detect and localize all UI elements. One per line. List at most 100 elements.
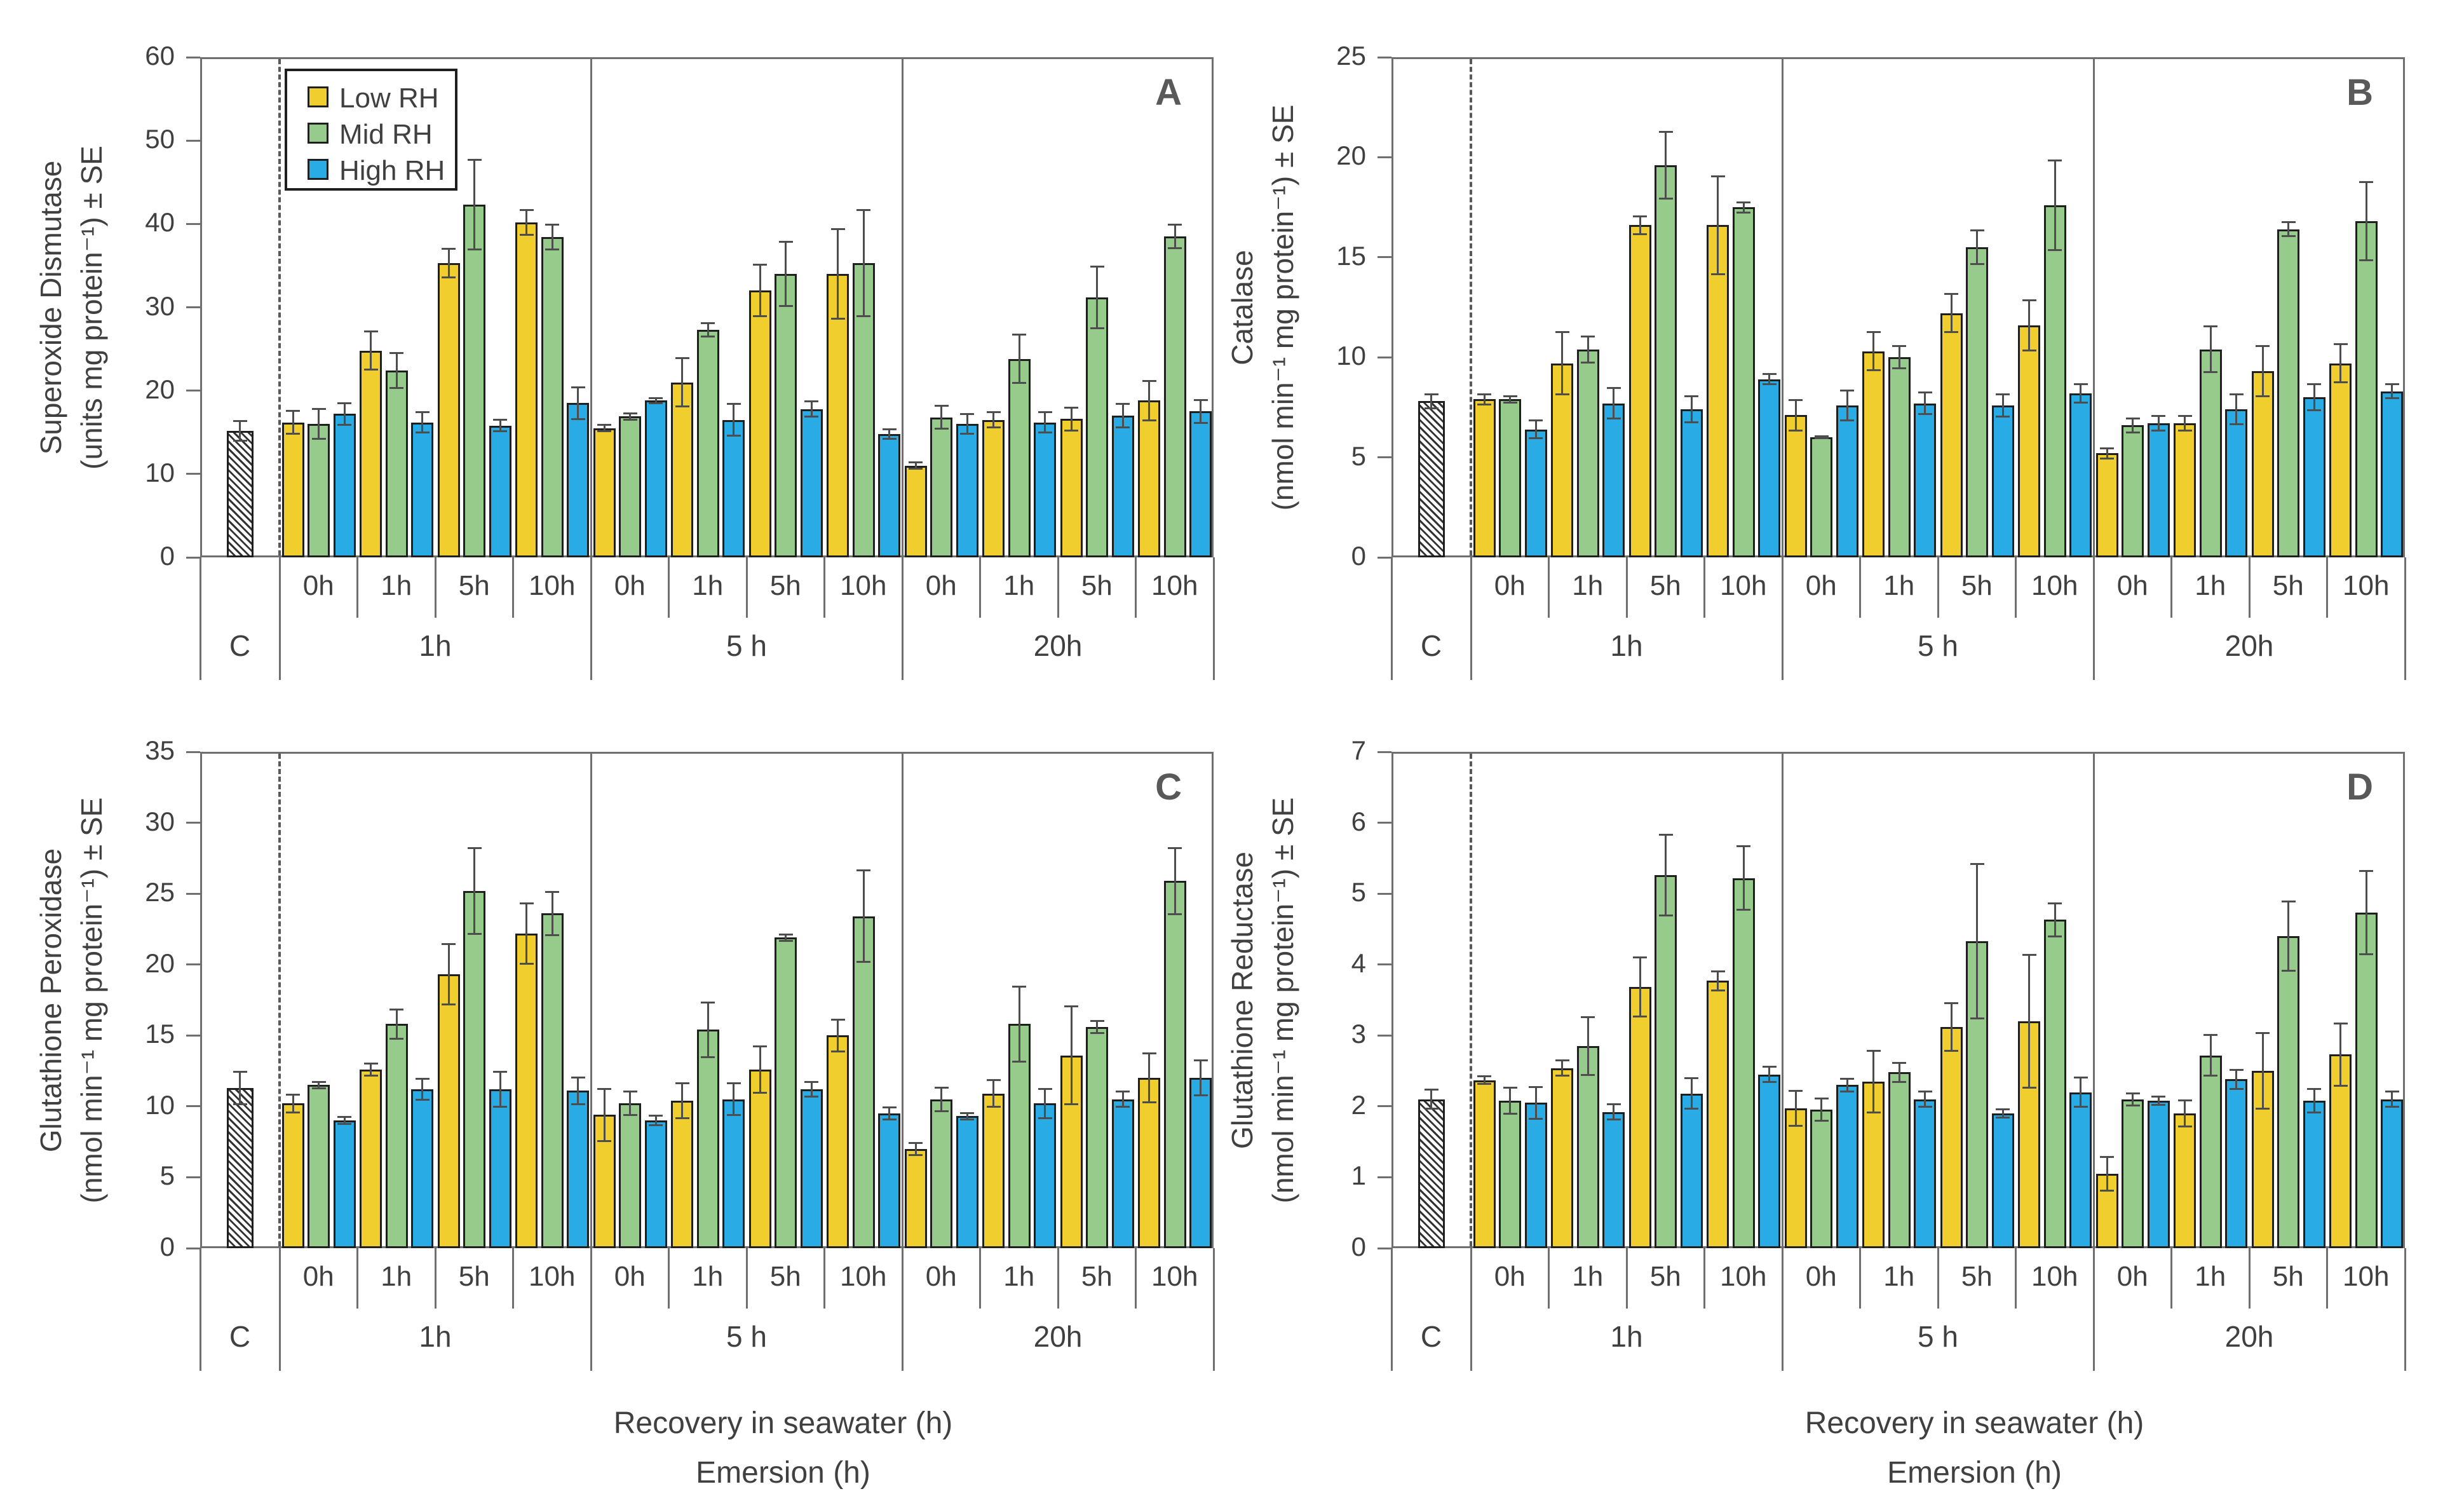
bar-mid-rh: [619, 1103, 641, 1248]
error-bar: [1996, 1108, 2010, 1119]
error-bar: [1090, 265, 1104, 329]
y-axis-title: Superoxide Dismutase (units mg protein⁻¹)…: [30, 0, 119, 625]
bar-mid-rh: [1732, 878, 1755, 1248]
error-bar: [1193, 1059, 1208, 1097]
error-bar: [1090, 1019, 1104, 1035]
recovery-label: 0h: [925, 1261, 957, 1292]
error-bar-line: [1742, 201, 1745, 214]
bar-high-rh: [1836, 405, 1858, 557]
error-bar: [415, 411, 430, 433]
error-bar-line: [1096, 1019, 1098, 1035]
y-axis-tick: [186, 56, 200, 58]
bar-high-rh: [2225, 1079, 2247, 1248]
axis-zone-separator: [901, 1248, 904, 1371]
y-tick-label: 3: [1351, 1019, 1366, 1049]
error-bar: [2203, 1034, 2217, 1077]
error-bar-line: [2132, 1092, 2134, 1106]
error-bar: [1424, 393, 1438, 410]
bar-high-rh: [2225, 409, 2247, 557]
recovery-label: 0h: [302, 1261, 334, 1292]
bar-mid-rh: [541, 237, 564, 557]
error-bar-line: [1121, 1091, 1124, 1108]
bar-high-rh: [878, 1113, 900, 1248]
error-bar-line: [2313, 1087, 2315, 1113]
recovery-label: 5h: [2272, 570, 2304, 601]
error-bar: [856, 208, 870, 318]
error-bar: [1038, 1087, 1052, 1119]
error-bar-line: [370, 1062, 372, 1077]
bar-mid-rh: [696, 329, 719, 557]
recovery-label-tick: [823, 1248, 825, 1309]
error-bar-line: [525, 902, 527, 965]
bar-mid-rh: [308, 424, 330, 557]
recovery-label: 5h: [458, 1261, 490, 1292]
y-tick-label: 2: [1351, 1089, 1366, 1120]
bar-low-rh: [1138, 400, 1160, 557]
recovery-label: 0h: [2116, 1261, 2148, 1292]
bar-high-rh: [722, 1099, 745, 1248]
error-bar-line: [759, 264, 761, 318]
bar-high-rh: [333, 414, 356, 557]
group-separator-line: [901, 752, 904, 1248]
group-separator-line: [1781, 752, 1784, 1248]
emersion-label: 5 h: [726, 1320, 767, 1353]
y-axis-tick: [1378, 1105, 1391, 1108]
bar-low-rh: [1473, 1080, 1496, 1248]
bar-high-rh: [1680, 1093, 1703, 1248]
error-bar: [493, 419, 507, 433]
error-bar: [467, 847, 482, 935]
bar-high-rh: [644, 400, 667, 557]
recovery-label-tick: [1135, 1248, 1137, 1309]
error-bar: [2125, 1092, 2140, 1106]
error-bar-line: [837, 228, 839, 320]
error-bar-line: [1872, 1049, 1874, 1113]
recovery-label: 0h: [1805, 570, 1837, 601]
axis-zone-separator: [1212, 557, 1215, 680]
error-bar: [1970, 229, 1984, 266]
error-bar-line: [1200, 1059, 1202, 1097]
error-bar: [1116, 403, 1130, 428]
recovery-label: 0h: [1494, 570, 1526, 601]
recovery-label-tick: [1859, 1248, 1861, 1309]
error-bar-line: [2132, 417, 2134, 433]
axis-zone-separator: [1470, 1248, 1472, 1371]
error-bar-line: [1872, 331, 1874, 372]
y-tick-label: 4: [1351, 948, 1366, 978]
group-separator-line: [590, 57, 592, 557]
error-bar-line: [810, 400, 813, 418]
error-bar: [597, 1087, 611, 1142]
recovery-label-tick: [668, 1248, 670, 1309]
error-bar: [1736, 201, 1750, 214]
error-bar-line: [1950, 293, 1953, 334]
error-bar: [649, 1115, 663, 1127]
bar-control: [226, 1087, 254, 1248]
error-bar-line: [1613, 387, 1614, 419]
bar-mid-rh: [2277, 229, 2299, 557]
error-bar-line: [940, 404, 942, 430]
error-bar: [2125, 417, 2140, 433]
bar-high-rh: [1758, 379, 1780, 557]
bar-low-rh: [982, 1093, 1005, 1248]
error-bar: [2307, 383, 2321, 412]
recovery-label: 0h: [1494, 1261, 1526, 1292]
error-bar: [701, 322, 715, 337]
y-axis-title-line2: (nmol min⁻¹ mg protein⁻¹) ± SE: [1266, 104, 1299, 510]
y-tick-label: 60: [145, 41, 175, 71]
recovery-label: 5h: [1649, 1261, 1681, 1292]
error-bar-line: [239, 1071, 241, 1105]
bar-high-rh: [1602, 1112, 1625, 1248]
axis-zone-separator: [1470, 557, 1472, 680]
error-bar: [2281, 901, 2296, 972]
error-bar: [1477, 393, 1491, 405]
error-bar: [389, 1008, 403, 1040]
group-separator-line: [590, 752, 592, 1248]
error-bar: [1168, 847, 1182, 915]
error-bar: [1529, 419, 1543, 440]
error-bar-line: [1561, 331, 1563, 395]
error-bar-line: [785, 933, 787, 942]
bar-low-rh: [1473, 399, 1496, 557]
y-axis-tick: [186, 751, 200, 753]
error-bar-line: [1690, 395, 1693, 424]
y-tick-label: 5: [1351, 877, 1366, 908]
error-bar: [545, 890, 559, 937]
